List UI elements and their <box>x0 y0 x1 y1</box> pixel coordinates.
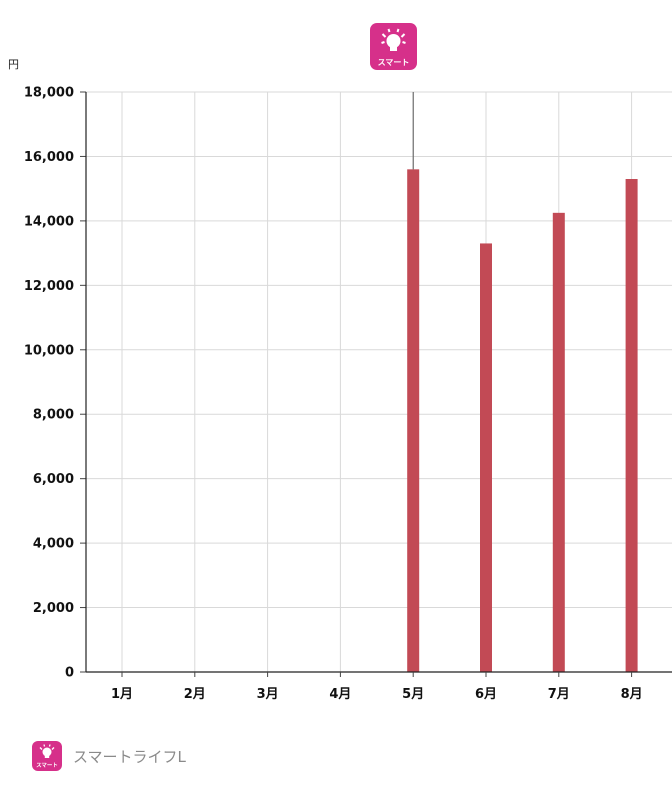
lightbulb-icon: スマート <box>36 744 58 769</box>
y-axis-ticks: 0 2,000 4,000 6,000 8,000 10,000 12,000 14,000 1… <box>24 86 86 681</box>
y-tick-label: 8,000 <box>33 408 74 423</box>
y-tick-label: 4,000 <box>33 537 74 552</box>
x-tick-label: 6月 <box>475 687 497 702</box>
legend: スマート スマートライフL <box>32 741 186 771</box>
lightbulb-icon <box>381 28 406 51</box>
y-tick-label: 0 <box>65 666 74 681</box>
bar-8月[interactable] <box>625 179 638 672</box>
x-tick-label: 2月 <box>184 687 206 702</box>
bars <box>407 92 638 673</box>
grid <box>86 91 672 673</box>
top-badge-text: スマート <box>378 58 410 67</box>
bar-7月[interactable] <box>552 212 565 673</box>
y-tick-label: 6,000 <box>33 472 74 487</box>
x-tick-label: 1月 <box>111 687 133 702</box>
y-tick-label: 14,000 <box>24 214 74 229</box>
legend-label: スマートライフL <box>73 747 186 766</box>
y-tick-label: 18,000 <box>24 86 74 101</box>
y-axis-unit: 円 <box>8 58 19 71</box>
x-tick-label: 3月 <box>257 687 279 702</box>
y-tick-label: 12,000 <box>24 279 74 294</box>
bar-6月[interactable] <box>480 243 492 672</box>
x-tick-label: 5月 <box>402 687 424 702</box>
x-axis-ticks: 1月 2月 3月 4月 5月 6月 7月 8月 <box>111 672 643 702</box>
y-tick-label: 2,000 <box>33 601 74 616</box>
top-badge: スマート <box>370 23 417 70</box>
y-tick-label: 10,000 <box>24 343 74 358</box>
axes <box>85 92 672 673</box>
x-tick-label: 4月 <box>329 687 351 702</box>
legend-badge-text: スマート <box>36 762 58 769</box>
legend-badge: スマート <box>32 741 62 771</box>
x-tick-label: 8月 <box>621 687 643 702</box>
y-tick-label: 16,000 <box>24 150 74 165</box>
x-tick-label: 7月 <box>548 687 570 702</box>
bar-5月[interactable] <box>407 169 420 673</box>
